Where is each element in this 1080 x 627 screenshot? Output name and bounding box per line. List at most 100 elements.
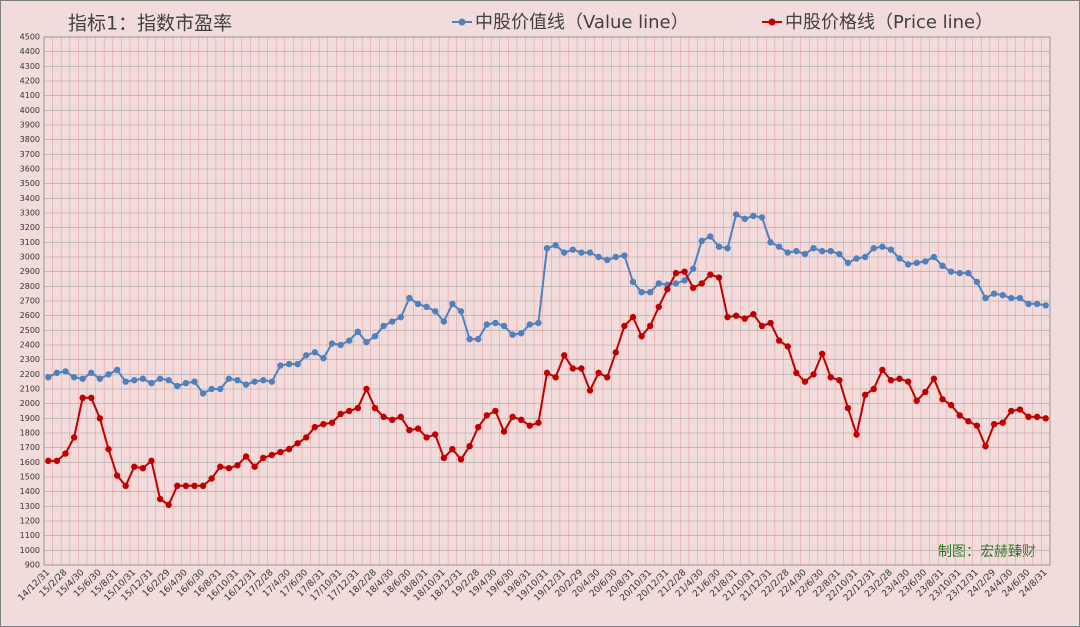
data-point: [560, 249, 568, 256]
data-point: [767, 239, 774, 246]
data-point: [999, 291, 1006, 299]
y-tick-label: 2200: [20, 370, 40, 379]
data-point: [603, 256, 611, 264]
data-point: [612, 253, 619, 261]
data-point: [603, 374, 611, 381]
data-point: [174, 482, 181, 489]
y-tick-label: 3100: [20, 238, 40, 247]
data-point: [552, 242, 559, 249]
data-point: [638, 289, 645, 296]
data-point: [148, 379, 155, 387]
data-point: [354, 404, 362, 412]
data-point: [758, 214, 766, 221]
data-point: [793, 247, 800, 255]
data-point: [1025, 300, 1032, 308]
data-point: [930, 375, 938, 382]
data-point: [389, 318, 396, 325]
y-tick-label: 2300: [20, 355, 40, 364]
data-point: [810, 245, 817, 252]
y-tick-label: 1000: [20, 546, 40, 555]
data-point: [621, 322, 628, 330]
data-point: [638, 333, 645, 340]
data-point: [870, 245, 877, 252]
data-point: [208, 385, 215, 393]
data-point: [904, 261, 912, 268]
data-point: [165, 377, 172, 384]
data-point: [879, 366, 886, 374]
data-point: [88, 369, 95, 377]
data-point: [475, 335, 482, 343]
data-point: [1008, 407, 1015, 415]
data-point: [492, 319, 499, 327]
data-point: [500, 428, 508, 435]
data-point: [853, 431, 860, 438]
data-point: [887, 246, 895, 253]
data-point: [784, 249, 791, 256]
data-point: [225, 375, 233, 382]
data-point: [535, 419, 542, 426]
data-point: [973, 422, 981, 429]
data-point: [165, 501, 172, 509]
data-point: [578, 365, 585, 372]
data-point: [251, 378, 258, 385]
data-point: [646, 322, 654, 330]
data-point: [363, 338, 370, 346]
data-point: [414, 300, 422, 308]
data-point: [836, 377, 843, 384]
data-point: [965, 269, 972, 277]
data-point: [629, 313, 637, 321]
data-point: [96, 415, 104, 422]
data-point: [406, 294, 413, 302]
data-point: [53, 369, 61, 377]
data-point: [775, 243, 783, 250]
data-point: [148, 457, 155, 465]
data-point: [62, 368, 69, 375]
data-point: [982, 443, 989, 450]
y-tick-label: 4400: [20, 47, 40, 56]
data-point: [457, 308, 465, 315]
data-point: [397, 413, 405, 421]
data-point: [113, 366, 121, 374]
data-point: [105, 445, 112, 453]
y-tick-label: 2100: [20, 385, 40, 394]
data-point: [956, 269, 963, 277]
data-point: [681, 277, 688, 284]
data-point: [182, 379, 190, 387]
data-point: [595, 253, 602, 261]
y-tick-label: 1900: [20, 414, 40, 423]
data-point: [732, 312, 740, 319]
data-point: [518, 416, 525, 423]
data-point: [191, 378, 198, 385]
data-point: [818, 350, 826, 357]
data-point: [242, 381, 250, 388]
data-point: [260, 454, 267, 462]
data-point: [217, 385, 224, 393]
data-point: [689, 265, 697, 272]
data-point: [191, 482, 198, 489]
data-point: [715, 243, 723, 250]
data-point: [70, 434, 78, 441]
data-point: [827, 247, 834, 255]
data-point: [449, 445, 456, 453]
data-point: [801, 378, 809, 385]
data-point: [320, 421, 327, 428]
data-point: [1042, 302, 1049, 309]
data-point: [612, 349, 619, 356]
data-point: [1025, 413, 1032, 421]
data-point: [784, 343, 791, 350]
plot-border: [43, 36, 1051, 566]
data-point: [277, 362, 284, 369]
data-point: [750, 212, 757, 220]
data-point: [552, 374, 559, 381]
data-point: [475, 423, 482, 431]
y-tick-label: 3700: [20, 150, 40, 159]
data-point: [423, 434, 430, 441]
y-tick-label: 1500: [20, 473, 40, 482]
data-point: [483, 321, 491, 328]
data-point: [466, 335, 473, 343]
y-tick-label: 4500: [20, 33, 40, 42]
data-point: [578, 249, 585, 256]
data-point: [440, 318, 448, 325]
data-point: [285, 360, 293, 368]
data-point: [294, 360, 301, 368]
